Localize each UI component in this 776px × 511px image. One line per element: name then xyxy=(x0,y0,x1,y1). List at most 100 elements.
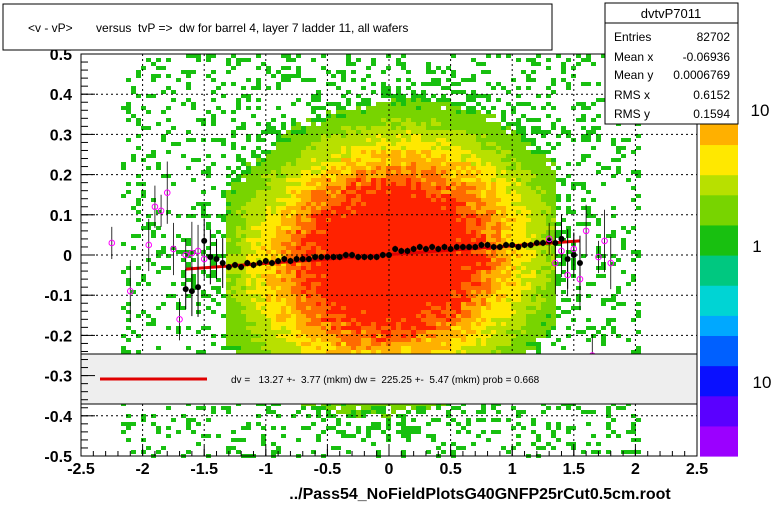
heatmap-cell xyxy=(431,306,436,310)
heatmap-cell xyxy=(456,90,461,94)
heatmap-cell xyxy=(376,406,381,410)
heatmap-cell xyxy=(466,118,471,122)
heatmap-cell xyxy=(251,154,256,158)
heatmap-cell xyxy=(246,270,251,274)
heatmap-cell xyxy=(226,306,231,310)
heatmap-cell xyxy=(521,114,526,118)
heatmap-cell xyxy=(461,142,466,146)
heatmap-cell xyxy=(256,230,261,234)
heatmap-cell xyxy=(336,230,341,234)
heatmap-cell xyxy=(366,342,371,346)
heatmap-cell xyxy=(291,346,296,350)
heatmap-cell xyxy=(226,210,231,214)
heatmap-cell xyxy=(271,174,276,178)
heatmap-cell xyxy=(246,186,251,190)
heatmap-cell xyxy=(346,290,351,294)
heatmap-cell xyxy=(226,230,231,234)
heatmap-cell xyxy=(221,314,226,318)
heatmap-cell xyxy=(491,114,496,118)
heatmap-cell xyxy=(366,326,371,330)
heatmap-cell xyxy=(286,234,291,238)
heatmap-cell xyxy=(326,114,331,118)
heatmap-cell xyxy=(386,190,391,194)
heatmap-cell xyxy=(471,338,476,342)
heatmap-cell xyxy=(411,210,416,214)
heatmap-cell xyxy=(511,338,516,342)
heatmap-cell xyxy=(481,342,486,346)
heatmap-cell xyxy=(481,338,486,342)
heatmap-cell xyxy=(486,174,491,178)
heatmap-cell xyxy=(161,250,166,254)
heatmap-cell xyxy=(296,138,301,142)
heatmap-cell xyxy=(341,110,346,114)
heatmap-cell xyxy=(281,162,286,166)
heatmap-cell xyxy=(476,238,481,242)
heatmap-cell xyxy=(316,266,321,270)
heatmap-cell xyxy=(506,158,511,162)
heatmap-cell xyxy=(441,230,446,234)
heatmap-cell xyxy=(296,266,301,270)
heatmap-cell xyxy=(481,94,486,98)
heatmap-cell xyxy=(416,310,421,314)
heatmap-cell xyxy=(296,54,301,58)
heatmap-cell xyxy=(311,222,316,226)
heatmap-cell xyxy=(396,206,401,210)
heatmap-cell xyxy=(136,174,141,178)
heatmap-cell xyxy=(416,130,421,134)
heatmap-cell xyxy=(431,198,436,202)
heatmap-cell xyxy=(421,138,426,142)
heatmap-cell xyxy=(291,122,296,126)
heatmap-cell xyxy=(371,422,376,426)
heatmap-cell xyxy=(281,166,286,170)
heatmap-cell xyxy=(481,206,486,210)
heatmap-cell xyxy=(491,290,496,294)
heatmap-cell xyxy=(526,78,531,82)
heatmap-cell xyxy=(406,78,411,82)
heatmap-cell xyxy=(211,410,216,414)
heatmap-cell xyxy=(161,266,166,270)
heatmap-cell xyxy=(261,306,266,310)
heatmap-cell xyxy=(511,258,516,262)
heatmap-cell xyxy=(251,326,256,330)
heatmap-cell xyxy=(491,306,496,310)
heatmap-cell xyxy=(401,178,406,182)
heatmap-cell xyxy=(421,186,426,190)
heatmap-cell xyxy=(471,190,476,194)
heatmap-cell xyxy=(401,54,406,58)
heatmap-cell xyxy=(446,198,451,202)
heatmap-cell xyxy=(131,114,136,118)
heatmap-cell xyxy=(411,166,416,170)
heatmap-cell xyxy=(281,150,286,154)
heatmap-cell xyxy=(216,214,221,218)
heatmap-cell xyxy=(446,114,451,118)
heatmap-cell xyxy=(251,294,256,298)
heatmap-cell xyxy=(371,330,376,334)
heatmap-cell xyxy=(241,190,246,194)
heatmap-cell xyxy=(311,142,316,146)
heatmap-cell xyxy=(491,330,496,334)
heatmap-cell xyxy=(311,234,316,238)
heatmap-cell xyxy=(486,170,491,174)
heatmap-cell xyxy=(316,154,321,158)
heatmap-cell xyxy=(256,306,261,310)
heatmap-cell xyxy=(281,174,286,178)
heatmap-cell xyxy=(371,226,376,230)
heatmap-cell xyxy=(471,170,476,174)
heatmap-cell xyxy=(451,114,456,118)
heatmap-cell xyxy=(361,350,366,354)
heatmap-cell xyxy=(456,446,461,450)
heatmap-cell xyxy=(276,326,281,330)
heatmap-cell xyxy=(266,406,271,410)
heatmap-cell xyxy=(256,78,261,82)
heatmap-cell xyxy=(306,250,311,254)
heatmap-cell xyxy=(306,142,311,146)
heatmap-cell xyxy=(271,218,276,222)
heatmap-cell xyxy=(166,254,171,258)
heatmap-cell xyxy=(231,242,236,246)
heatmap-cell xyxy=(476,178,481,182)
heatmap-cell xyxy=(426,110,431,114)
heatmap-cell xyxy=(296,238,301,242)
heatmap-cell xyxy=(316,106,321,110)
heatmap-cell xyxy=(501,278,506,282)
heatmap-cell xyxy=(241,278,246,282)
